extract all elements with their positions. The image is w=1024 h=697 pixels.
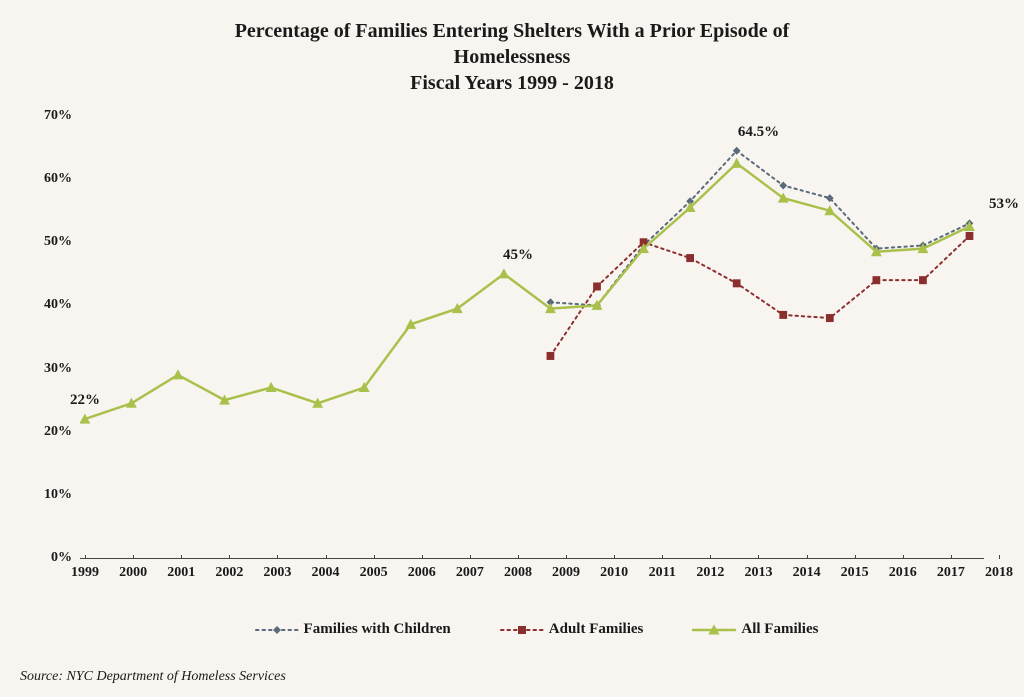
x-tick-label: 2014 (793, 565, 821, 581)
x-tick (422, 555, 423, 559)
x-tick (662, 555, 663, 559)
source-text: Source: NYC Department of Homeless Servi… (20, 669, 286, 685)
series-marker (593, 282, 601, 290)
legend-item: Adult Families (501, 621, 644, 638)
x-tick (903, 555, 904, 559)
x-tick-label: 2006 (408, 565, 436, 581)
series-line (85, 163, 970, 419)
x-tick (85, 555, 86, 559)
legend-swatch (501, 623, 543, 637)
legend: Families with Children Adult Families All … (80, 621, 994, 638)
x-tick (326, 555, 327, 559)
data-point-label: 22% (70, 392, 100, 409)
x-tick (999, 555, 1000, 559)
series-marker (498, 268, 509, 278)
x-tick (855, 555, 856, 559)
x-tick-label: 2005 (360, 565, 388, 581)
x-tick (614, 555, 615, 559)
x-tick-label: 2009 (552, 565, 580, 581)
x-tick (374, 555, 375, 559)
x-tick (758, 555, 759, 559)
title-line-1: Percentage of Families Entering Shelters… (30, 18, 994, 44)
series-line (550, 151, 969, 306)
x-tick-label: 2010 (600, 565, 628, 581)
y-tick-label: 0% (51, 550, 72, 566)
data-point-label: 53% (989, 196, 1019, 213)
series-line (550, 236, 969, 356)
legend-swatch (693, 623, 735, 637)
series-marker (173, 369, 184, 379)
series-marker (126, 398, 137, 408)
chart-container: Percentage of Families Entering Shelters… (0, 0, 1024, 697)
x-tick (181, 555, 182, 559)
chart-title: Percentage of Families Entering Shelters… (30, 18, 994, 96)
data-point-label: 64.5% (738, 124, 779, 141)
series-marker (731, 158, 742, 168)
x-tick (518, 555, 519, 559)
x-tick-label: 2013 (744, 565, 772, 581)
x-tick-label: 1999 (71, 565, 99, 581)
y-tick-label: 10% (44, 487, 72, 503)
legend-label: Adult Families (549, 621, 644, 638)
x-tick-label: 2003 (263, 565, 291, 581)
legend-label: Families with Children (304, 621, 451, 638)
series-marker (872, 276, 880, 284)
legend-label: All Families (741, 621, 818, 638)
series-marker (826, 314, 834, 322)
series-marker (919, 276, 927, 284)
x-tick-label: 2000 (119, 565, 147, 581)
legend-item: All Families (693, 621, 818, 638)
plot-area: 1999200020012002200320042005200620072008… (80, 106, 984, 586)
series-marker (779, 311, 787, 319)
series-marker (686, 254, 694, 262)
x-tick (470, 555, 471, 559)
series-marker (733, 279, 741, 287)
series-marker (966, 232, 974, 240)
legend-swatch (256, 623, 298, 637)
x-tick-label: 2001 (167, 565, 195, 581)
x-tick (229, 555, 230, 559)
series-marker (547, 352, 555, 360)
x-tick-label: 2008 (504, 565, 532, 581)
y-tick-label: 50% (44, 234, 72, 250)
series-marker (779, 181, 787, 189)
legend-item: Families with Children (256, 621, 451, 638)
x-tick (710, 555, 711, 559)
x-tick (807, 555, 808, 559)
series-marker (266, 382, 277, 392)
y-tick-label: 40% (44, 297, 72, 313)
chart-svg (80, 106, 984, 586)
x-tick-label: 2011 (649, 565, 676, 581)
x-tick (133, 555, 134, 559)
x-tick (951, 555, 952, 559)
x-tick-label: 2012 (696, 565, 724, 581)
y-tick-label: 60% (44, 171, 72, 187)
x-tick-label: 2004 (312, 565, 340, 581)
x-axis: 1999200020012002200320042005200620072008… (80, 558, 984, 586)
y-tick-label: 30% (44, 361, 72, 377)
title-line-2: Homelessness (30, 44, 994, 70)
x-tick-label: 2017 (937, 565, 965, 581)
x-tick-label: 2016 (889, 565, 917, 581)
x-tick-label: 2007 (456, 565, 484, 581)
y-tick-label: 70% (44, 108, 72, 124)
x-tick (566, 555, 567, 559)
x-tick-label: 2002 (215, 565, 243, 581)
title-line-3: Fiscal Years 1999 - 2018 (30, 70, 994, 96)
x-tick-label: 2018 (985, 565, 1013, 581)
y-tick-label: 20% (44, 424, 72, 440)
data-point-label: 45% (503, 247, 533, 264)
x-tick-label: 2015 (841, 565, 869, 581)
x-tick (277, 555, 278, 559)
